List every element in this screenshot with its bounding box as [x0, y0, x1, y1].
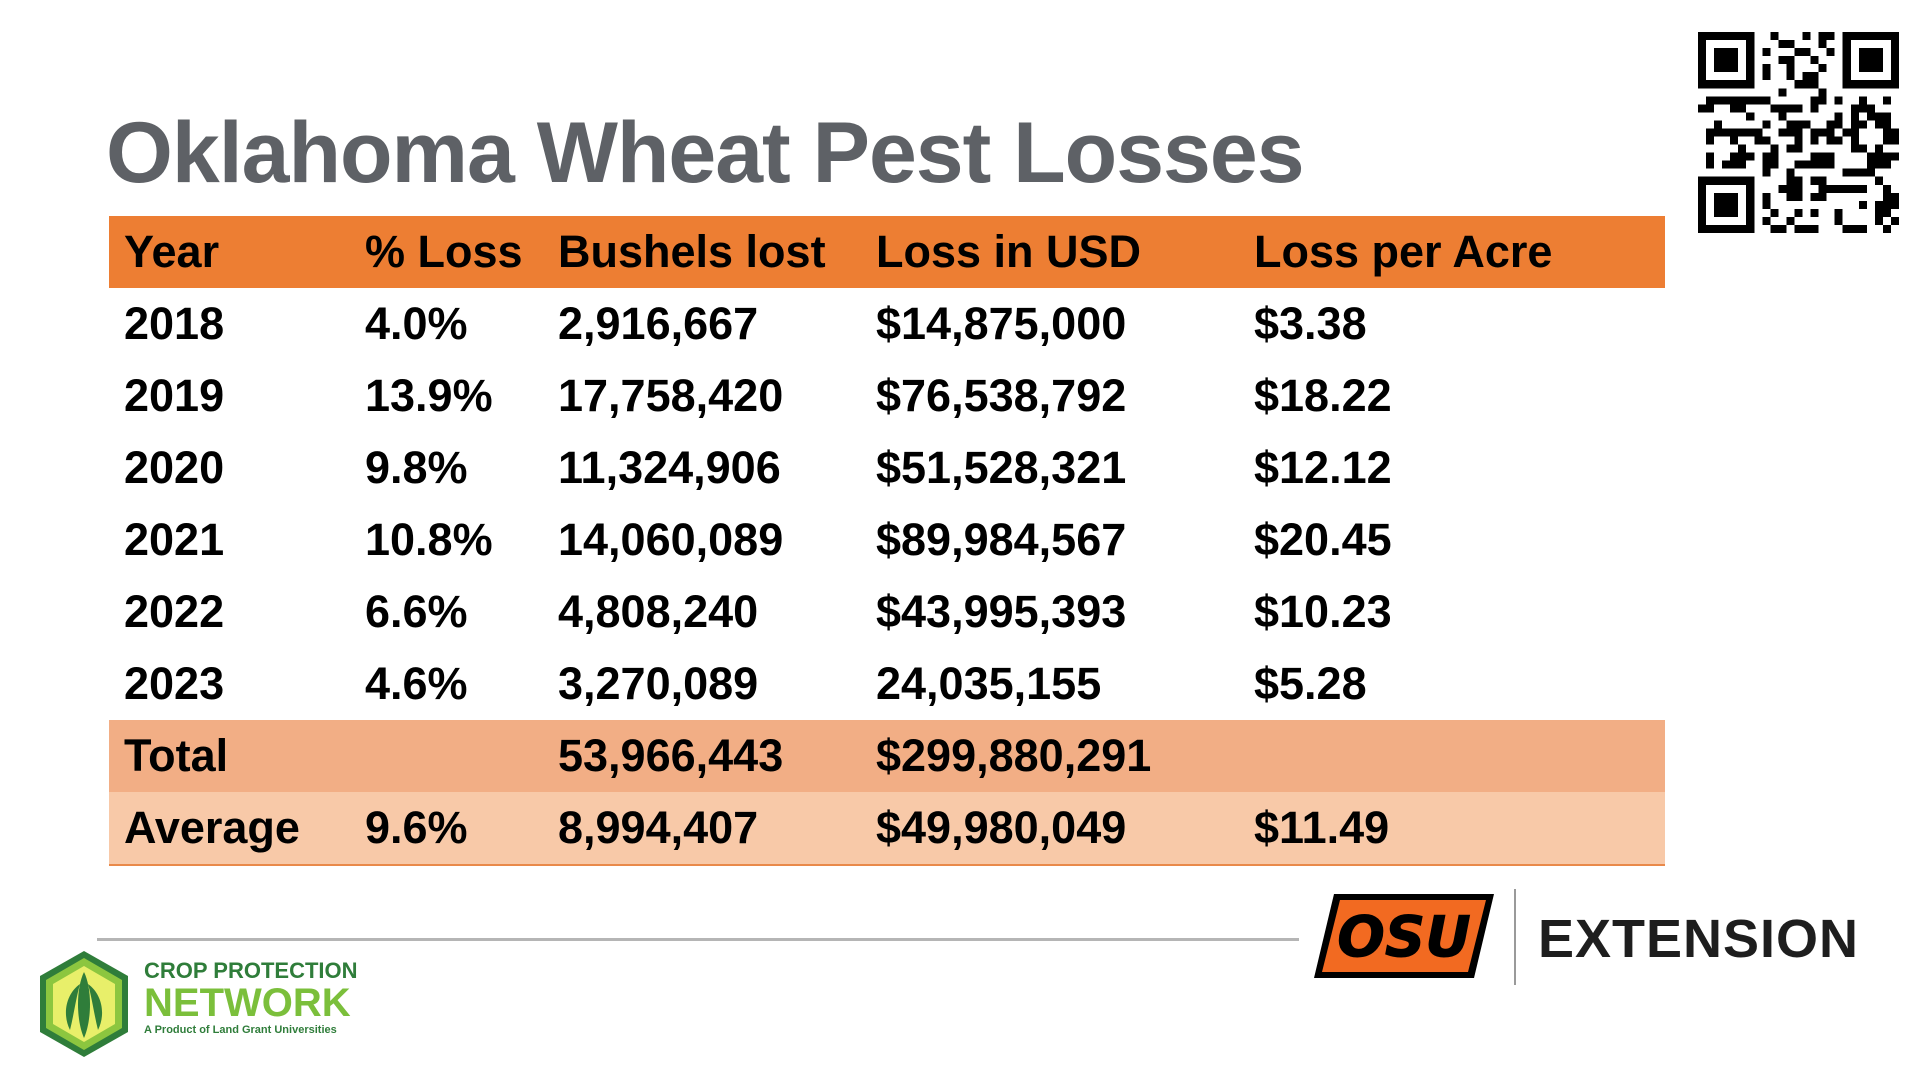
cell-year: 2023	[124, 658, 225, 709]
cell-loss-usd: $76,538,792	[876, 370, 1127, 421]
cpn-leaf-logo-icon	[40, 951, 128, 1057]
cell-loss-usd: $89,984,567	[876, 514, 1127, 565]
page-title: Oklahoma Wheat Pest Losses	[106, 105, 1305, 201]
cell-loss-per-acre: $12.12	[1254, 442, 1392, 493]
cell-percent-loss: 10.8%	[365, 514, 493, 565]
logo-separator	[1514, 889, 1516, 985]
cell-loss-usd: $51,528,321	[876, 442, 1127, 493]
table-row: 2021 10.8% 14,060,089 $89,984,567 $20.45	[109, 504, 1665, 576]
cell-loss-per-acre: $10.23	[1254, 586, 1392, 637]
cell-loss-per-acre: $3.38	[1254, 298, 1367, 349]
cpn-line-3: A Product of Land Grant Universities	[144, 1024, 337, 1036]
cell-loss-usd: $14,875,000	[876, 298, 1127, 349]
extension-label: EXTENSION	[1538, 909, 1860, 969]
average-row: Average 9.6% 8,994,407 $49,980,049 $11.4…	[109, 792, 1665, 866]
cell-bushels-lost: 4,808,240	[558, 586, 759, 637]
total-label: Total	[124, 730, 229, 781]
cell-loss-per-acre: $5.28	[1254, 658, 1367, 709]
cell-percent-loss: 13.9%	[365, 370, 493, 421]
cell-bushels-lost: 11,324,906	[558, 442, 781, 493]
pest-loss-table: Year % Loss Bushels lost Loss in USD Los…	[109, 216, 1665, 866]
table-row: 2022 6.6% 4,808,240 $43,995,393 $10.23	[109, 576, 1665, 648]
footer-divider	[97, 938, 1299, 941]
cell-loss-usd: $43,995,393	[876, 586, 1127, 637]
cell-percent-loss: 4.0%	[365, 298, 468, 349]
table-row: 2018 4.0% 2,916,667 $14,875,000 $3.38	[109, 288, 1665, 360]
header-percent-loss: % Loss	[365, 226, 523, 277]
total-percent-loss	[350, 720, 543, 792]
cpn-wordmark: CROP PROTECTION NETWORK A Product of Lan…	[144, 960, 358, 1036]
cpn-line-2: NETWORK	[144, 981, 351, 1025]
average-label: Average	[109, 792, 350, 866]
cell-bushels-lost: 3,270,089	[558, 658, 759, 709]
total-loss-per-acre	[1239, 720, 1665, 792]
cell-loss-per-acre: $18.22	[1254, 370, 1392, 421]
cell-bushels-lost: 2,916,667	[558, 298, 759, 349]
table-header-row: Year % Loss Bushels lost Loss in USD Los…	[109, 216, 1665, 288]
header-loss-usd: Loss in USD	[876, 226, 1142, 277]
header-year: Year	[124, 226, 220, 277]
cpn-line-1: CROP PROTECTION	[144, 958, 358, 983]
average-percent-loss: 9.6%	[350, 792, 543, 866]
cell-percent-loss: 6.6%	[365, 586, 468, 637]
cell-year: 2021	[124, 514, 225, 565]
cell-percent-loss: 9.8%	[365, 442, 468, 493]
average-loss-usd: $49,980,049	[861, 792, 1239, 866]
total-bushels-lost: 53,966,443	[558, 730, 784, 781]
osu-logo-icon: OSU	[1314, 894, 1494, 978]
cell-year: 2019	[124, 370, 225, 421]
cell-year: 2022	[124, 586, 225, 637]
average-bushels-lost: 8,994,407	[543, 792, 861, 866]
osu-logo-letters: OSU	[1337, 905, 1470, 970]
qr-code-icon	[1698, 32, 1899, 233]
table-row: 2019 13.9% 17,758,420 $76,538,792 $18.22	[109, 360, 1665, 432]
header-bushels-lost: Bushels lost	[558, 226, 826, 277]
cell-loss-per-acre: $20.45	[1254, 514, 1392, 565]
cell-year: 2020	[124, 442, 225, 493]
header-loss-per-acre: Loss per Acre	[1254, 226, 1553, 277]
total-loss-usd: $299,880,291	[876, 730, 1152, 781]
cell-percent-loss: 4.6%	[365, 658, 468, 709]
table-row: 2023 4.6% 3,270,089 24,035,155 $5.28	[109, 648, 1665, 720]
average-loss-per-acre: $11.49	[1239, 792, 1665, 866]
cell-loss-usd: 24,035,155	[876, 658, 1102, 709]
table-row: 2020 9.8% 11,324,906 $51,528,321 $12.12	[109, 432, 1665, 504]
cell-year: 2018	[124, 298, 225, 349]
cell-bushels-lost: 14,060,089	[558, 514, 784, 565]
total-row: Total 53,966,443 $299,880,291	[109, 720, 1665, 792]
cell-bushels-lost: 17,758,420	[558, 370, 784, 421]
